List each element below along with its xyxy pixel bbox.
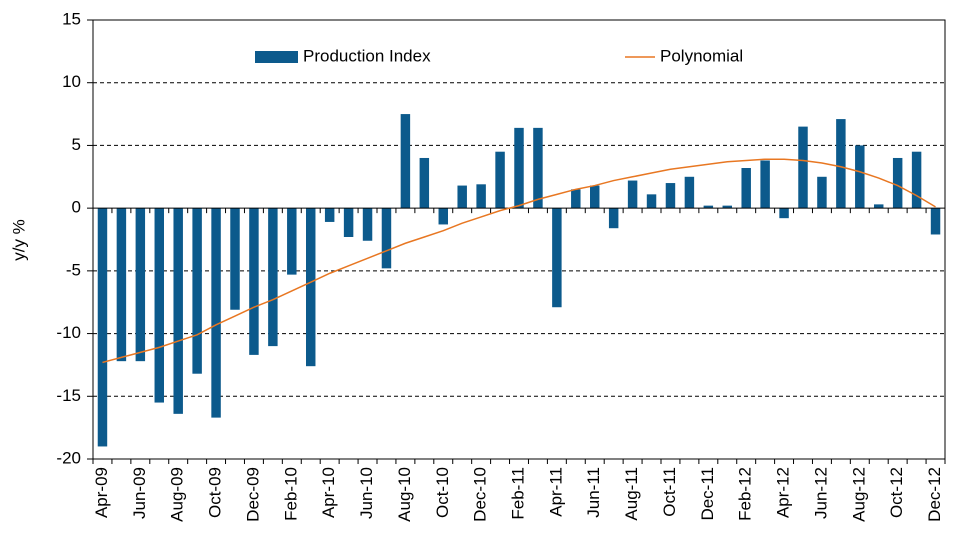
bar: [192, 208, 202, 374]
x-tick-label: Apr-11: [546, 467, 565, 517]
bar: [779, 208, 789, 219]
bar: [362, 208, 373, 241]
bar: [268, 208, 278, 347]
bar: [116, 208, 127, 362]
bar: [173, 208, 183, 414]
x-tick-label: Jun-10: [357, 467, 376, 519]
bar: [627, 180, 638, 209]
bar: [836, 119, 846, 209]
bar: [306, 208, 316, 367]
bar: [930, 208, 941, 235]
bar: [665, 183, 676, 209]
y-tick-label: 10: [62, 72, 81, 91]
y-tick-label: 15: [62, 9, 81, 28]
legend-label: Polynomial: [660, 46, 743, 65]
bar: [760, 160, 770, 209]
bar: [154, 208, 164, 403]
bar: [590, 185, 600, 209]
x-tick-label: Dec-10: [471, 467, 490, 522]
y-tick-label: 0: [72, 198, 81, 217]
x-tick-label: Aug-11: [622, 467, 641, 521]
legend-label: Production Index: [303, 46, 431, 65]
bar: [343, 208, 354, 237]
bar: [230, 208, 240, 310]
bar: [97, 208, 108, 447]
x-tick-label: Oct-09: [206, 467, 225, 518]
bar: [646, 194, 657, 209]
bar: [495, 151, 505, 209]
x-tick-label: Feb-10: [281, 467, 300, 521]
bar: [287, 208, 297, 275]
bar: [874, 204, 884, 209]
trend-line: [102, 158, 936, 364]
y-tick-label: -5: [66, 260, 81, 279]
bar: [324, 208, 335, 222]
x-tick-label: Jun-12: [811, 467, 830, 519]
bar: [438, 208, 448, 225]
x-tick-label: Apr-12: [774, 467, 793, 518]
x-tick-label: Aug-09: [168, 467, 187, 522]
bar: [249, 208, 259, 355]
bar: [892, 157, 903, 209]
y-tick-label: -15: [56, 386, 81, 405]
bar: [135, 208, 146, 362]
legend-swatch: [255, 51, 298, 63]
x-tick-label: Jun-09: [130, 467, 149, 519]
bar: [703, 205, 714, 209]
bar: [514, 127, 524, 209]
x-tick-label: Aug-10: [395, 467, 414, 522]
bar: [741, 168, 751, 209]
y-tick-label: -10: [56, 323, 81, 342]
y-tick-label: 5: [72, 135, 81, 154]
x-tick-label: Jun-11: [584, 467, 603, 518]
bar: [476, 184, 486, 209]
bar: [855, 145, 865, 209]
bar: [571, 189, 581, 209]
bar: [608, 208, 619, 229]
bar: [817, 176, 827, 209]
bar: [400, 114, 411, 209]
x-tick-label: Feb-11: [508, 467, 527, 520]
bar: [457, 185, 467, 209]
bar: [684, 176, 695, 209]
x-tick-label: Apr-10: [319, 467, 338, 518]
y-axis-label: y/y %: [9, 219, 28, 261]
plot-area: [92, 19, 946, 460]
y-tick-label: -20: [56, 448, 81, 467]
bar: [419, 157, 430, 209]
bar: [911, 151, 922, 209]
x-tick-label: Apr-09: [92, 467, 111, 518]
bar: [211, 208, 221, 418]
x-tick-label: Oct-10: [433, 467, 452, 518]
x-tick-label: Oct-11: [660, 467, 679, 517]
bar: [533, 127, 543, 209]
x-tick-label: Feb-12: [736, 467, 755, 521]
x-tick-label: Dec-12: [925, 467, 944, 522]
bar: [722, 205, 732, 209]
x-tick-label: Dec-09: [243, 467, 262, 522]
x-tick-label: Aug-12: [849, 467, 868, 522]
bar: [381, 208, 392, 269]
bar: [798, 126, 808, 209]
bar: [552, 208, 562, 308]
x-tick-label: Dec-11: [698, 467, 717, 521]
x-tick-label: Oct-12: [887, 467, 906, 518]
